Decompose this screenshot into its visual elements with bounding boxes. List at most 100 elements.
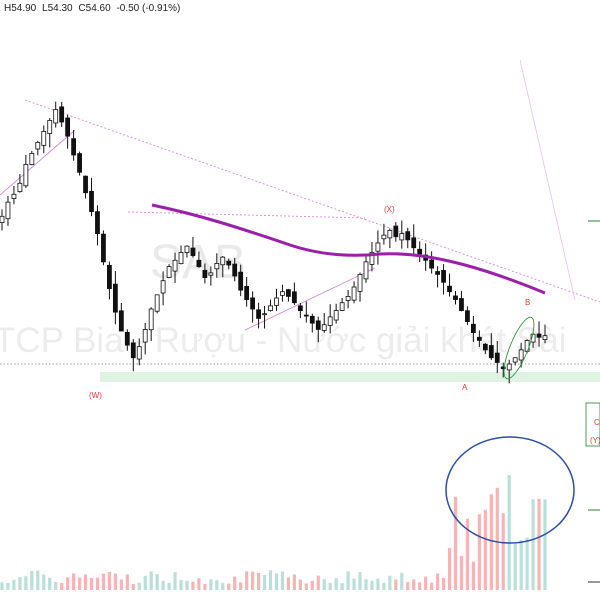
volume-bar: [245, 571, 249, 590]
candle-body: [309, 315, 315, 324]
upper-trendline: [24, 99, 600, 303]
candle-body: [435, 271, 440, 275]
volume-bar: [298, 579, 302, 590]
volume-bar: [441, 577, 446, 590]
volume-bar: [119, 579, 123, 590]
candle-body: [83, 175, 88, 194]
volume-bar: [489, 494, 493, 590]
volume-bar: [30, 570, 34, 590]
candle-body: [274, 297, 279, 306]
volume-bar: [465, 518, 470, 590]
candle-body: [190, 247, 196, 256]
candle-body: [154, 294, 160, 312]
candle-body: [220, 256, 226, 266]
volume-bar: [42, 574, 46, 590]
b-wave-ellipse: [503, 316, 535, 380]
candle-body: [453, 295, 458, 300]
candle-body: [315, 320, 321, 330]
volume-bar: [251, 571, 255, 590]
candle-body: [107, 264, 112, 289]
volume-bar: [125, 574, 129, 590]
volume-bar: [352, 578, 356, 590]
candle-body: [429, 259, 435, 269]
candle-body: [172, 259, 178, 272]
volume-bar: [507, 475, 511, 590]
volume-bar: [6, 582, 10, 590]
candle-body: [345, 296, 351, 301]
candle-body: [232, 263, 238, 277]
volume-bar: [256, 572, 261, 590]
candle-body: [351, 286, 357, 301]
change-value: -0.50 (-0.91%): [116, 3, 181, 14]
volume-bar: [66, 577, 70, 590]
volume-bar: [0, 582, 4, 590]
wave-label-w: (W): [89, 391, 102, 400]
candle-body: [357, 274, 363, 292]
volume-bar: [447, 548, 452, 590]
candle-body: [41, 131, 47, 146]
volume-bar: [101, 573, 106, 590]
volume-bar: [268, 570, 273, 590]
volume-bar: [471, 561, 475, 590]
volume-bar: [18, 577, 22, 590]
candle-body: [411, 237, 417, 249]
volume-bar: [77, 577, 82, 590]
wave-label-c: C: [594, 418, 600, 427]
candle-body: [184, 245, 190, 253]
volume-bar: [107, 571, 112, 590]
candle-body: [291, 291, 297, 304]
candle-body: [363, 261, 369, 280]
candle-body: [238, 271, 244, 291]
candle-body: [11, 193, 17, 199]
candle-body: [160, 280, 166, 294]
volume-bar: [221, 582, 225, 590]
candle-body: [327, 316, 333, 326]
candle-body: [35, 142, 41, 150]
volume-bar: [316, 575, 320, 590]
candle-body: [333, 310, 339, 321]
candle-body: [339, 302, 345, 311]
candle-body: [5, 201, 11, 220]
candle-body: [118, 310, 124, 332]
close-value: C54.60: [78, 3, 111, 14]
volume-bar: [239, 582, 243, 590]
candle-body: [23, 164, 29, 187]
candle-body: [202, 269, 208, 278]
candle-body: [178, 252, 184, 265]
volume-bar: [36, 570, 40, 590]
volume-bar: [501, 513, 505, 590]
candle-body: [124, 331, 130, 346]
volume-highlight-ellipse: [445, 436, 575, 544]
volume-bar: [262, 575, 267, 590]
candle-body: [47, 120, 53, 134]
candle-body: [196, 259, 202, 267]
candle-body: [136, 346, 142, 360]
volume-bar: [113, 573, 117, 590]
candle-body: [71, 138, 77, 156]
volume-bar: [477, 514, 481, 590]
candle-body: [142, 329, 148, 343]
volume-bar: [406, 582, 410, 590]
candle-body: [226, 260, 232, 266]
volume-bar: [173, 572, 177, 590]
volume-bar: [322, 579, 326, 590]
triangle-top-line: [127, 211, 366, 219]
candle-body: [89, 190, 94, 212]
candle-body: [476, 336, 482, 341]
volume-bar: [525, 537, 529, 590]
candle-body: [65, 117, 71, 137]
volume-bar: [459, 555, 464, 590]
volume-bar: [388, 575, 392, 590]
volume-bar: [334, 578, 338, 590]
volume-bar: [12, 580, 16, 590]
candle-body: [214, 263, 220, 270]
volume-bar: [131, 583, 135, 590]
candle-body: [250, 297, 256, 310]
volume-bar: [513, 543, 517, 590]
volume-bar: [543, 499, 547, 590]
candle-body: [417, 248, 423, 255]
candle-body: [17, 182, 23, 193]
right-diagonal: [519, 59, 576, 301]
volume-bar: [382, 582, 386, 590]
candle-body: [381, 234, 387, 240]
